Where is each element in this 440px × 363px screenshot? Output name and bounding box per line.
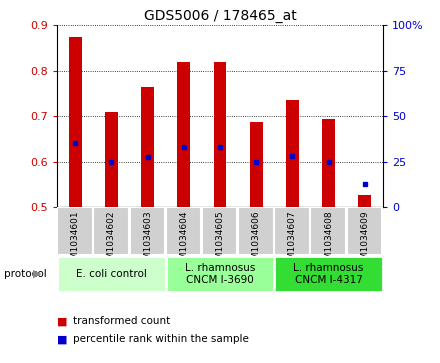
Bar xyxy=(69,37,82,207)
Text: ■: ■ xyxy=(57,316,68,326)
Bar xyxy=(274,256,383,292)
Bar xyxy=(141,87,154,207)
Text: protocol: protocol xyxy=(4,269,47,279)
Bar xyxy=(129,207,165,256)
Text: GSM1034607: GSM1034607 xyxy=(288,211,297,272)
Bar xyxy=(347,207,382,256)
Bar xyxy=(57,256,166,292)
Text: GDS5006 / 178465_at: GDS5006 / 178465_at xyxy=(143,9,297,23)
Bar xyxy=(238,207,274,256)
Bar xyxy=(166,207,201,256)
Bar xyxy=(311,207,346,256)
Bar xyxy=(286,100,299,207)
Bar xyxy=(202,207,237,256)
Bar xyxy=(359,195,371,207)
Bar xyxy=(214,62,226,207)
Text: L. rhamnosus
CNCM I-4317: L. rhamnosus CNCM I-4317 xyxy=(293,263,364,285)
Text: ▶: ▶ xyxy=(33,269,41,279)
Text: GSM1034608: GSM1034608 xyxy=(324,211,333,272)
Text: transformed count: transformed count xyxy=(73,316,170,326)
Bar xyxy=(274,207,310,256)
Text: GSM1034603: GSM1034603 xyxy=(143,211,152,272)
Bar xyxy=(57,207,93,256)
Text: GSM1034606: GSM1034606 xyxy=(252,211,260,272)
Text: GSM1034604: GSM1034604 xyxy=(180,211,188,271)
Text: L. rhamnosus
CNCM I-3690: L. rhamnosus CNCM I-3690 xyxy=(185,263,255,285)
Text: ■: ■ xyxy=(57,334,68,344)
Bar xyxy=(177,62,190,207)
Text: percentile rank within the sample: percentile rank within the sample xyxy=(73,334,249,344)
Bar xyxy=(166,256,274,292)
Text: GSM1034602: GSM1034602 xyxy=(107,211,116,271)
Text: E. coli control: E. coli control xyxy=(76,269,147,279)
Bar xyxy=(322,119,335,207)
Bar xyxy=(250,122,263,207)
Text: GSM1034601: GSM1034601 xyxy=(71,211,80,272)
Bar xyxy=(93,207,129,256)
Text: GSM1034605: GSM1034605 xyxy=(216,211,224,272)
Text: GSM1034609: GSM1034609 xyxy=(360,211,369,272)
Bar xyxy=(105,112,118,207)
